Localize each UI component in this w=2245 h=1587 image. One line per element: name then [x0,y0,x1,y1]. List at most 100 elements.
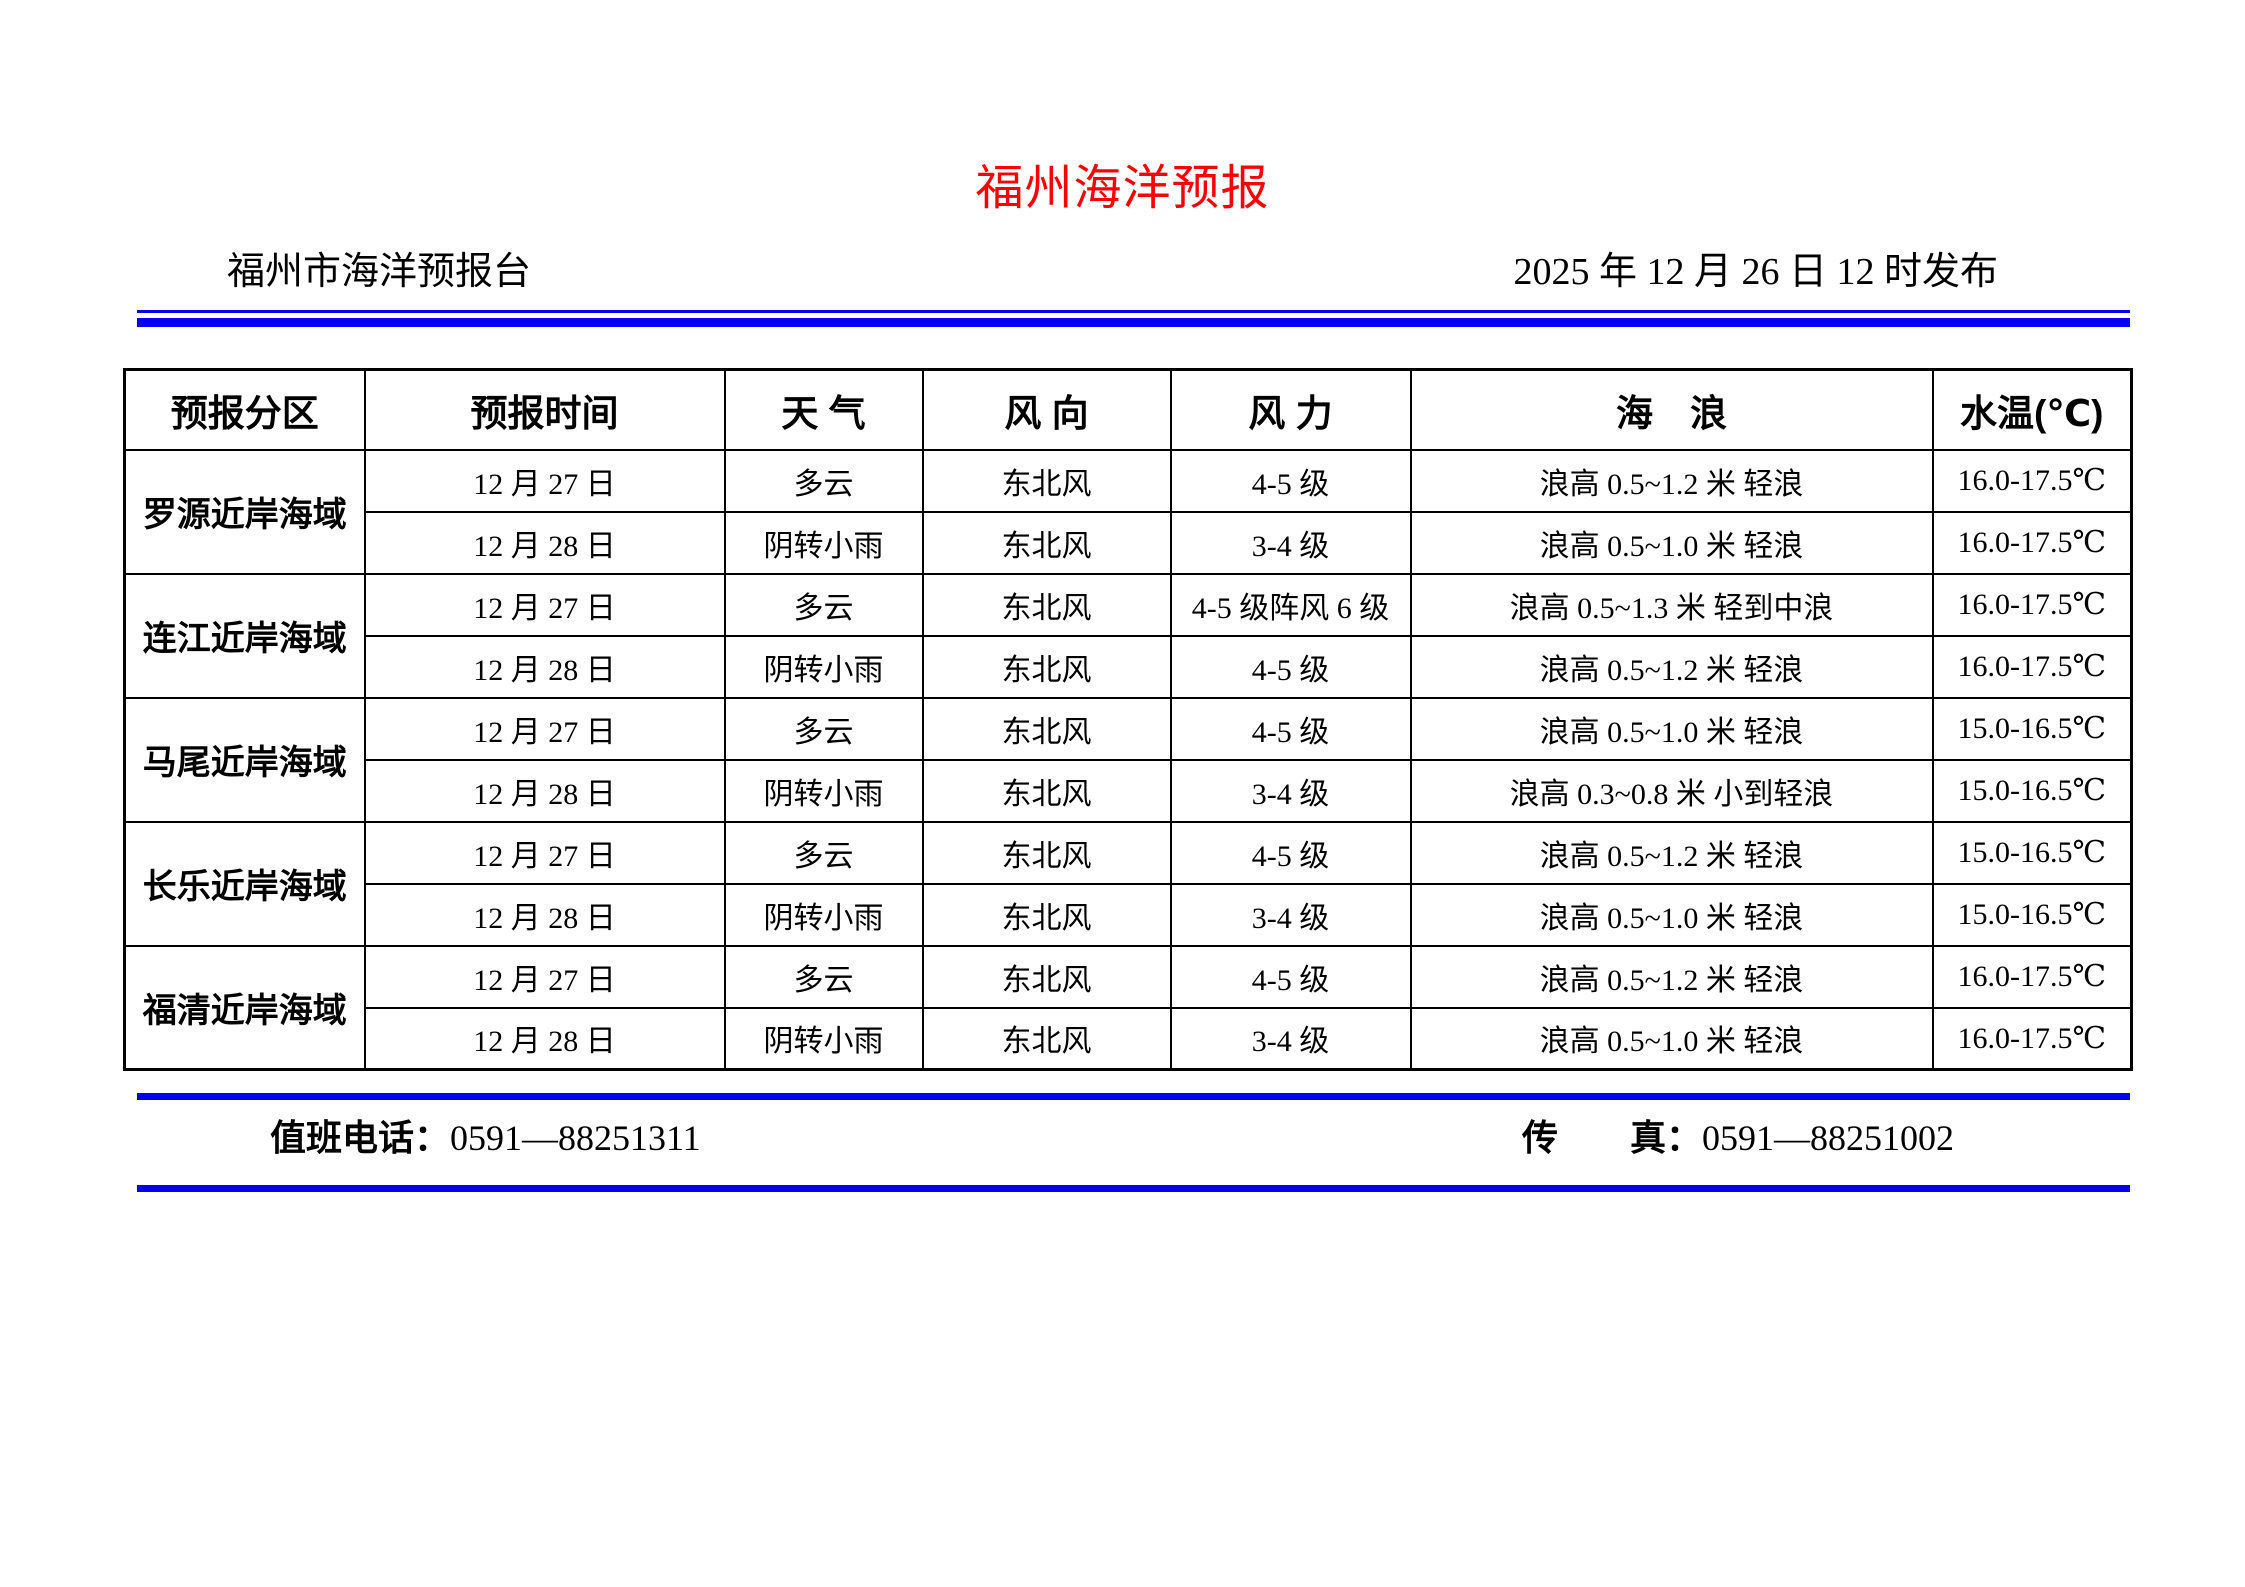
wind-direction-value: 东北风 [921,820,1172,885]
weather-value: 阴转小雨 [723,634,924,699]
region-name: 罗源近岸海域 [123,448,366,575]
water-temp-value: 16.0-17.5℃ [1931,510,2133,575]
weather-value: 多云 [723,696,924,761]
table-row: 福清近岸海域 12 月 27 日 多云 东北风 4-5 级 浪高 0.5~1.2… [123,944,2133,1071]
wind-direction-value: 东北风 [921,634,1172,699]
waves-value: 浪高 0.5~1.2 米 轻浪 [1409,634,1934,699]
wind-force-value: 4-5 级 [1169,820,1412,885]
waves-value: 浪高 0.5~1.2 米 轻浪 [1409,448,1934,513]
region-name: 连江近岸海域 [123,572,366,699]
weather-value: 阴转小雨 [723,882,924,947]
water-temp-value: 16.0-17.5℃ [1931,634,2133,699]
waves-value: 浪高 0.5~1.0 米 轻浪 [1409,1006,1934,1071]
header-region: 预报分区 [123,368,366,451]
wind-force-value: 3-4 级 [1169,510,1412,575]
header-divider [137,310,2130,327]
forecast-date: 12 月 28 日 [363,882,726,947]
wind-force-value: 3-4 级 [1169,1006,1412,1071]
subtitle-row: 福州市海洋预报台 2025 年 12 月 26 日 12 时发布 [227,250,1998,294]
forecast-date: 12 月 28 日 [363,758,726,823]
waves-value: 浪高 0.5~1.0 米 轻浪 [1409,510,1934,575]
water-temp-value: 16.0-17.5℃ [1931,944,2133,1009]
region-name: 长乐近岸海域 [123,820,366,947]
page-title: 福州海洋预报 [975,162,1270,215]
water-temp-value: 16.0-17.5℃ [1931,1006,2133,1071]
header-water-temp: 水温(℃) [1931,368,2133,451]
table-row: 12 月 28 日 阴转小雨 东北风 3-4 级 浪高 0.3~0.8 米 小到… [125,758,2133,823]
waves-value: 浪高 0.5~1.2 米 轻浪 [1409,944,1934,1009]
footer-divider-top [137,1093,2130,1100]
wind-force-value: 4-5 级阵风 6 级 [1169,572,1412,637]
issuer-name: 福州市海洋预报台 [227,251,532,293]
table-row: 12 月 28 日 阴转小雨 东北风 3-4 级 浪高 0.5~1.0 米 轻浪… [125,510,2133,575]
header-waves: 海 浪 [1409,368,1934,451]
header-weather: 天 气 [723,368,924,451]
wind-force-value: 4-5 级 [1169,944,1412,1009]
waves-value: 浪高 0.3~0.8 米 小到轻浪 [1409,758,1934,823]
waves-value: 浪高 0.5~1.3 米 轻到中浪 [1409,572,1934,637]
divider-thin-line [137,310,2130,313]
wind-direction-value: 东北风 [921,510,1172,575]
fax-label: 传 真： [1522,1117,1703,1158]
weather-value: 阴转小雨 [723,510,924,575]
forecast-date: 12 月 27 日 [363,696,726,761]
wind-force-value: 4-5 级 [1169,696,1412,761]
wind-force-value: 4-5 级 [1169,448,1412,513]
fax: 传 真：0591—88251002 [1522,1114,1954,1162]
forecast-date: 12 月 27 日 [363,448,726,513]
forecast-date: 12 月 28 日 [363,1006,726,1071]
duty-phone-number: 0591—88251311 [450,1118,701,1158]
waves-value: 浪高 0.5~1.0 米 轻浪 [1409,696,1934,761]
region-name: 马尾近岸海域 [123,696,366,823]
weather-value: 多云 [723,448,924,513]
wind-direction-value: 东北风 [921,882,1172,947]
table-row: 马尾近岸海域 12 月 27 日 多云 东北风 4-5 级 浪高 0.5~1.0… [123,696,2133,823]
table-row: 12 月 28 日 阴转小雨 东北风 4-5 级 浪高 0.5~1.2 米 轻浪… [125,634,2133,699]
weather-value: 多云 [723,944,924,1009]
water-temp-value: 16.0-17.5℃ [1931,572,2133,637]
wind-force-value: 3-4 级 [1169,882,1412,947]
wind-direction-value: 东北风 [921,758,1172,823]
footer-divider-bottom [137,1185,2130,1192]
forecast-date: 12 月 27 日 [363,820,726,885]
header-forecast-time: 预报时间 [363,368,726,451]
fax-number: 0591—88251002 [1702,1118,1955,1158]
water-temp-value: 15.0-16.5℃ [1931,758,2133,823]
table-row: 12 月 28 日 阴转小雨 东北风 3-4 级 浪高 0.5~1.0 米 轻浪… [125,1006,2133,1071]
wind-direction-value: 东北风 [921,448,1172,513]
water-temp-value: 15.0-16.5℃ [1931,696,2133,761]
duty-phone-label: 值班电话： [270,1117,451,1158]
header-wind-force: 风 力 [1169,368,1412,451]
weather-value: 多云 [723,820,924,885]
water-temp-value: 16.0-17.5℃ [1931,448,2133,513]
waves-value: 浪高 0.5~1.2 米 轻浪 [1409,820,1934,885]
table-row: 罗源近岸海域 12 月 27 日 多云 东北风 4-5 级 浪高 0.5~1.2… [123,448,2133,575]
forecast-date: 12 月 27 日 [363,572,726,637]
table-row: 12 月 28 日 阴转小雨 东北风 3-4 级 浪高 0.5~1.0 米 轻浪… [125,882,2133,947]
wind-direction-value: 东北风 [921,572,1172,637]
wind-direction-value: 东北风 [921,696,1172,761]
table-row: 长乐近岸海域 12 月 27 日 多云 东北风 4-5 级 浪高 0.5~1.2… [123,820,2133,947]
table-row: 连江近岸海域 12 月 27 日 多云 东北风 4-5 级阵风 6 级 浪高 0… [123,572,2133,699]
header-wind-direction: 风 向 [921,368,1172,451]
table-header-row: 预报分区 预报时间 天 气 风 向 风 力 海 浪 水温(℃) [123,368,2133,451]
forecast-date: 12 月 28 日 [363,634,726,699]
water-temp-value: 15.0-16.5℃ [1931,820,2133,885]
forecast-table: 预报分区 预报时间 天 气 风 向 风 力 海 浪 水温(℃) 罗源近岸海域 1… [123,368,2133,1071]
divider-thick-line [137,318,2130,327]
water-temp-value: 15.0-16.5℃ [1931,882,2133,947]
issue-time: 2025 年 12 月 26 日 12 时发布 [1513,251,1998,293]
duty-phone: 值班电话：0591—88251311 [270,1114,701,1162]
wind-force-value: 4-5 级 [1169,634,1412,699]
forecast-date: 12 月 27 日 [363,944,726,1009]
wind-direction-value: 东北风 [921,1006,1172,1071]
weather-value: 多云 [723,572,924,637]
forecast-date: 12 月 28 日 [363,510,726,575]
weather-value: 阴转小雨 [723,758,924,823]
wind-force-value: 3-4 级 [1169,758,1412,823]
region-name: 福清近岸海域 [123,944,366,1071]
wind-direction-value: 东北风 [921,944,1172,1009]
waves-value: 浪高 0.5~1.0 米 轻浪 [1409,882,1934,947]
weather-value: 阴转小雨 [723,1006,924,1071]
